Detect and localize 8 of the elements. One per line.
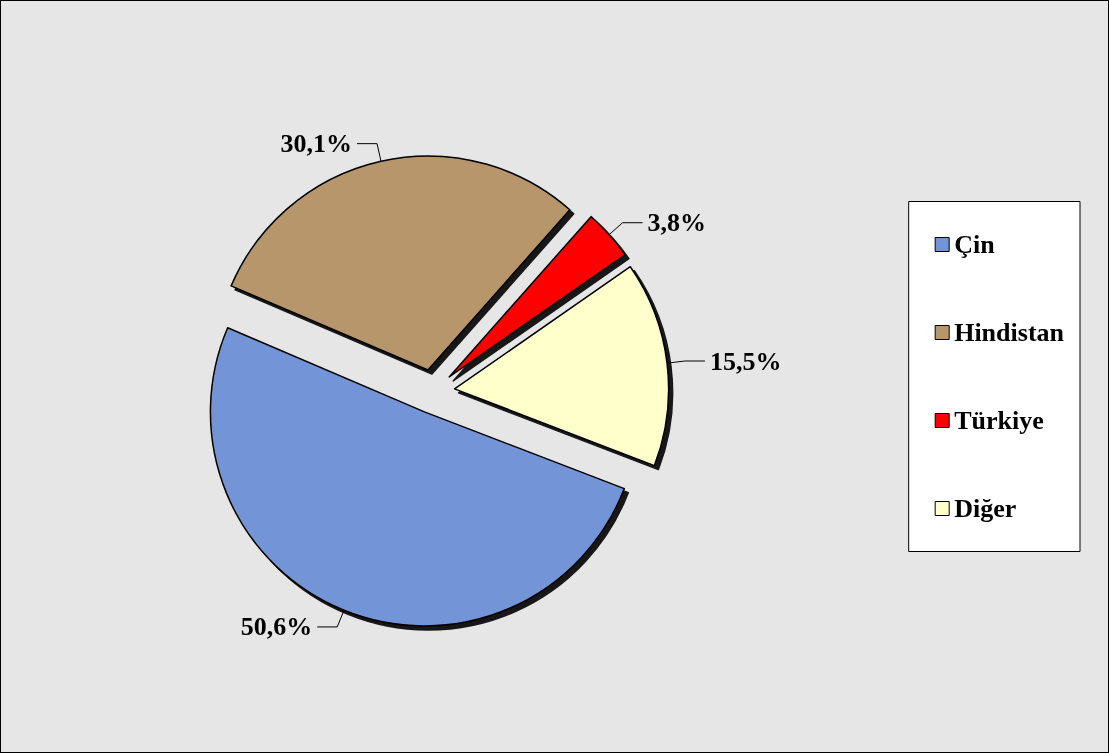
data-label: 15,5%: [709, 346, 782, 376]
data-label: 50,6%: [240, 612, 313, 642]
legend-label: Diğer: [954, 494, 1017, 523]
data-label: 30,1%: [280, 129, 353, 159]
legend-label: Türkiye: [954, 406, 1044, 435]
legend-label: Hindistan: [954, 318, 1065, 347]
legend-label: Çin: [954, 230, 996, 259]
data-label: 3,8%: [647, 208, 707, 238]
